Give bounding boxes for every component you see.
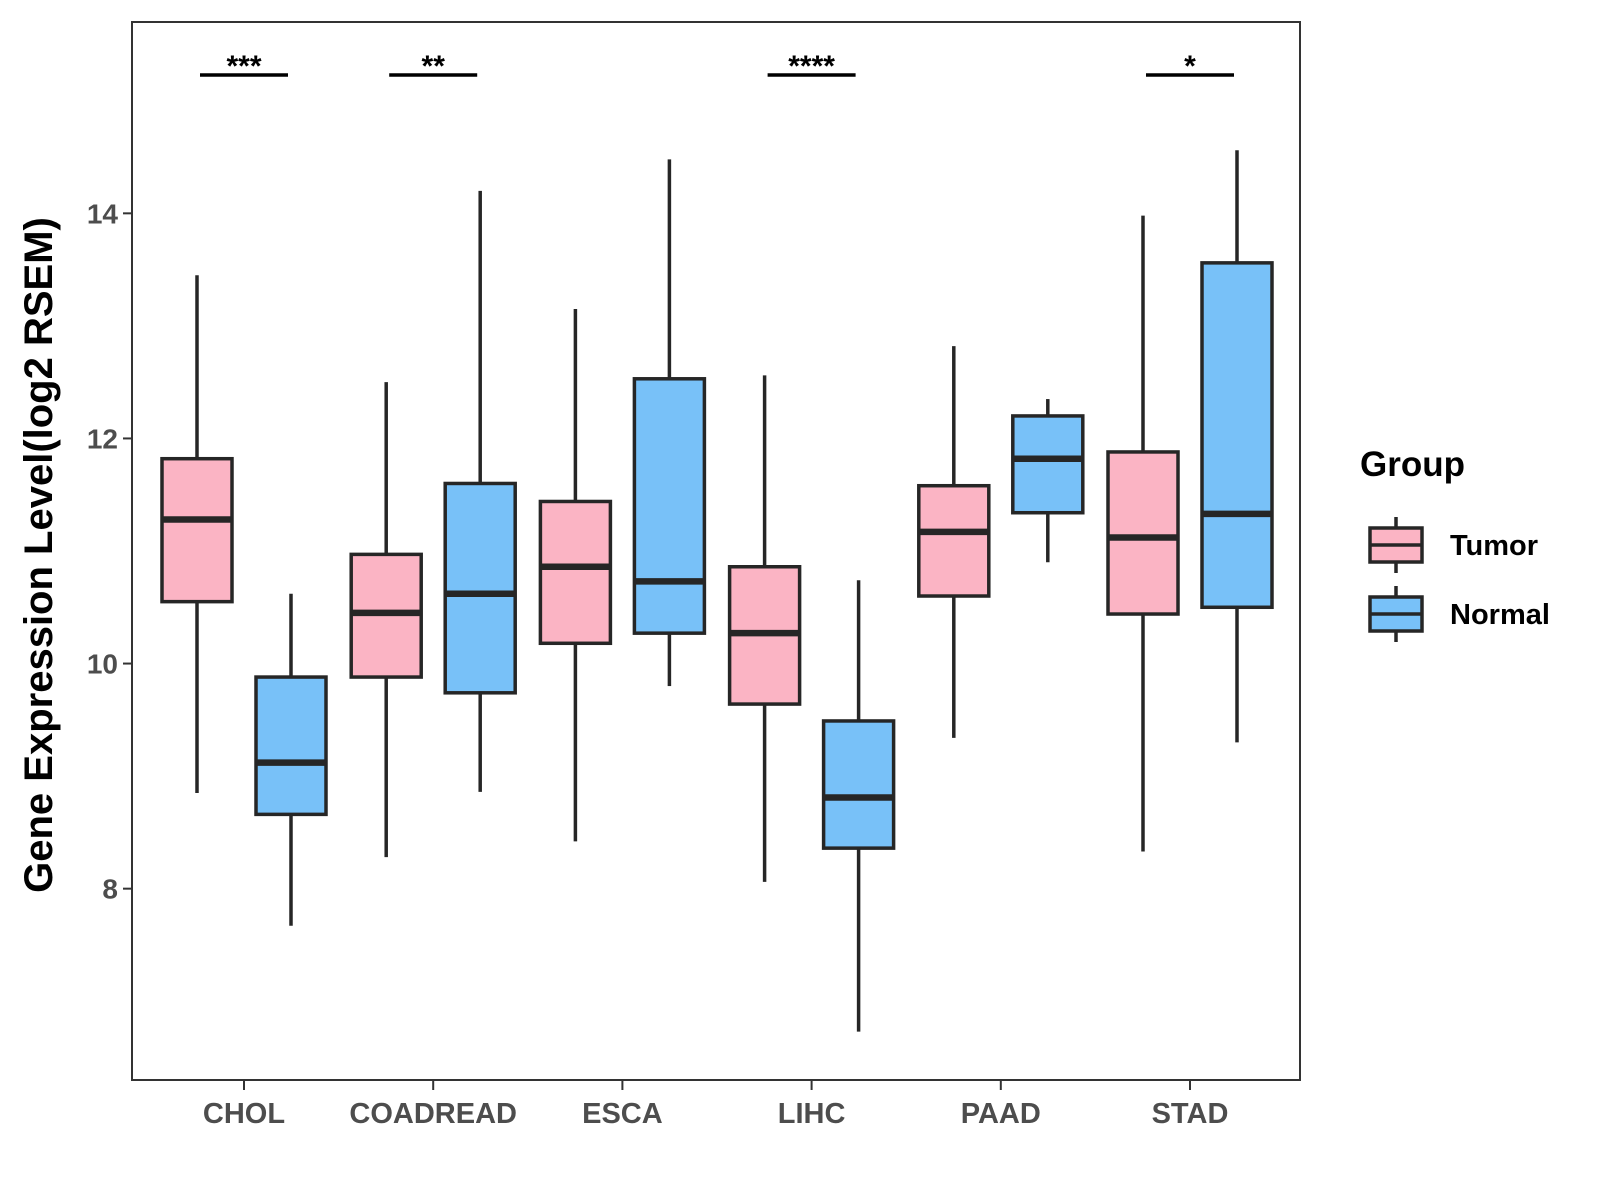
legend-item-normal: Normal [1368, 586, 1550, 642]
significance-label: *** [226, 50, 261, 83]
box-body [1200, 261, 1274, 610]
box-body [1106, 450, 1180, 616]
box-stad-tumor [1106, 215, 1180, 852]
significance-label: **** [788, 50, 835, 83]
box-body [821, 719, 896, 850]
box-paad-normal [1011, 399, 1085, 563]
y-tick-label: 8 [102, 874, 118, 905]
legend-label: Tumor [1450, 530, 1538, 562]
significance-chol: *** [200, 50, 288, 83]
box-esca-tumor [538, 309, 613, 842]
boxes-layer [160, 150, 1274, 1032]
box-lihc-tumor [727, 375, 802, 882]
box-lihc-normal [821, 580, 896, 1032]
x-tick-label: CHOL [203, 1098, 285, 1130]
significance-stad: * [1146, 50, 1234, 83]
box-paad-tumor [917, 346, 991, 738]
box-body [160, 456, 234, 604]
significance-lihc: **** [767, 50, 856, 83]
box-coadread-tumor [349, 382, 423, 858]
significance-coadread: ** [389, 50, 478, 83]
y-tick-label: 12 [87, 423, 118, 454]
plot-panel-border [131, 21, 1301, 1081]
box-body [632, 377, 707, 635]
box-body [1011, 414, 1085, 515]
box-body [917, 483, 991, 598]
significance-label: ** [422, 50, 446, 83]
y-axis-label: Gene Expression Level(log2 RSEM) [17, 217, 61, 893]
box-body [538, 499, 613, 646]
significance-label: * [1184, 50, 1196, 83]
x-tick-label: LIHC [778, 1098, 846, 1130]
legend-title: Group [1360, 445, 1465, 484]
y-tick-label: 14 [87, 198, 119, 229]
box-body [254, 675, 328, 817]
box-esca-normal [632, 159, 707, 687]
box-stad-normal [1200, 150, 1274, 743]
y-tick-label: 10 [87, 649, 118, 680]
x-tick-label: COADREAD [349, 1098, 517, 1130]
legend-item-tumor: Tumor [1368, 517, 1538, 573]
x-tick-label: ESCA [582, 1098, 663, 1130]
x-tick-label: STAD [1152, 1098, 1229, 1130]
legend-label: Normal [1450, 599, 1550, 631]
x-tick-label: PAAD [961, 1098, 1041, 1130]
significance-annotations: *** ** **** * [200, 50, 1234, 83]
axes: 8 10 12 14 CHOL COADREAD ESCA LIHC PAAD STAD [87, 198, 1229, 1130]
legend: Group Tumor Normal [1360, 445, 1550, 642]
box-chol-tumor [160, 275, 234, 793]
box-body [443, 481, 517, 695]
box-coadread-normal [443, 190, 517, 792]
box-chol-normal [254, 593, 328, 926]
